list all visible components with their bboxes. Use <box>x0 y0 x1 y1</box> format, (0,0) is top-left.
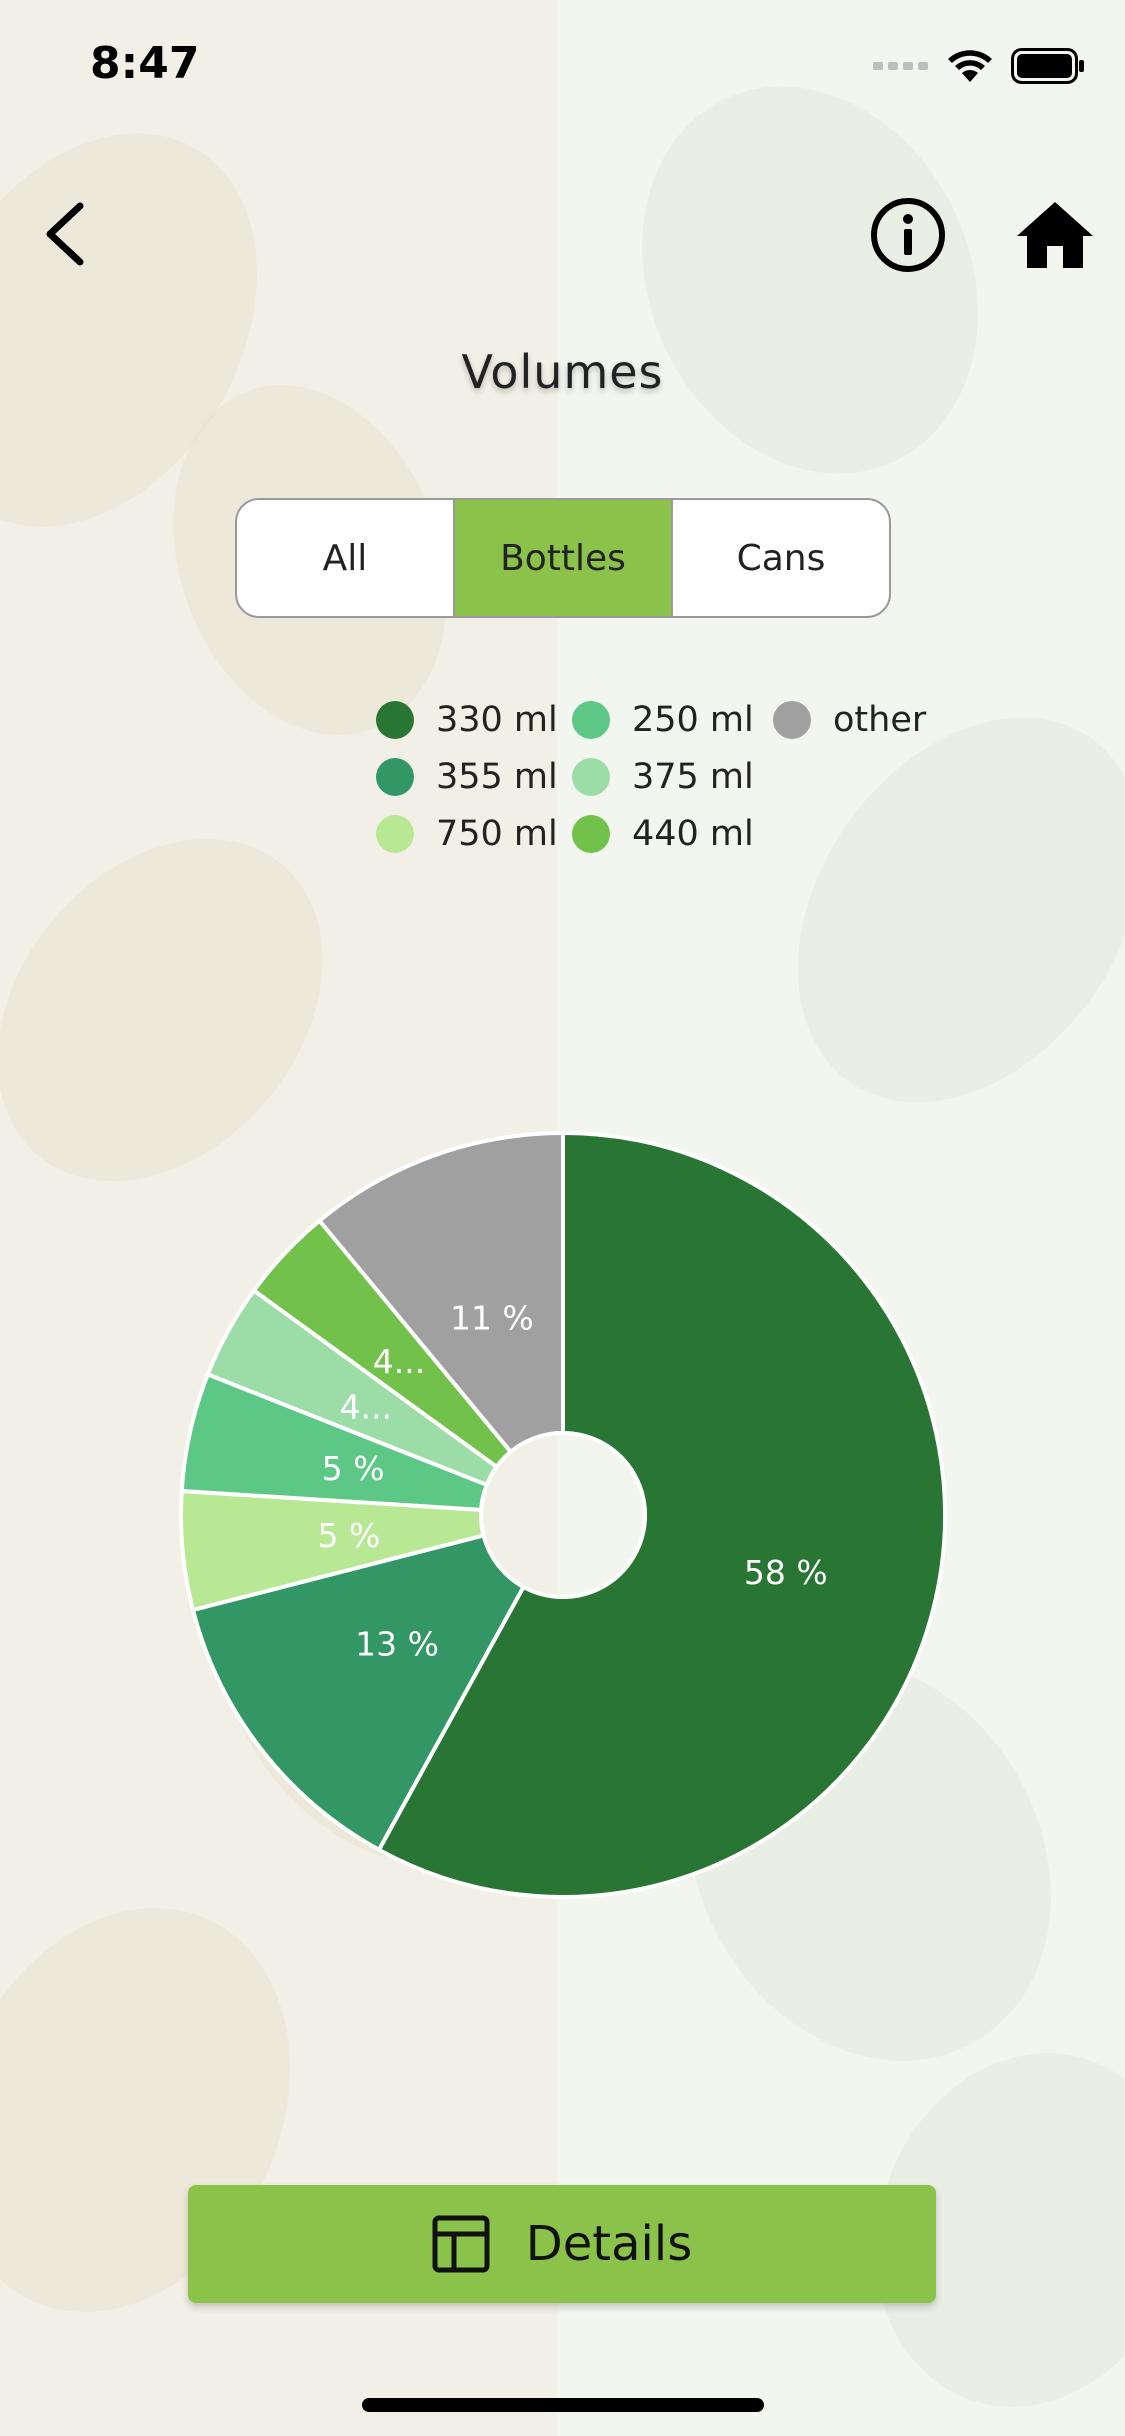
chevron-left-icon <box>46 202 84 266</box>
battery-icon <box>1011 48 1084 84</box>
details-button[interactable]: Details <box>188 2185 936 2303</box>
home-icon <box>1017 202 1093 268</box>
table-icon <box>432 2215 490 2273</box>
details-label: Details <box>525 2216 693 2272</box>
legend-label: other <box>833 700 927 740</box>
tab-bottles[interactable]: Bottles <box>455 500 673 616</box>
legend-dot <box>572 815 610 853</box>
pie-slice-label: 4... <box>340 1388 392 1427</box>
pie-slice-label: 5 % <box>318 1516 381 1555</box>
legend-item: 250 ml <box>572 700 754 740</box>
home-indicator <box>362 2398 764 2412</box>
status-bar: 8:47 <box>0 0 1125 130</box>
status-time: 8:47 <box>90 38 200 89</box>
info-circle-icon <box>871 198 945 272</box>
legend-label: 440 ml <box>632 814 754 854</box>
pie-slice-label: 4... <box>373 1342 425 1381</box>
pie-slice-label: 5 % <box>322 1449 385 1488</box>
info-button[interactable] <box>868 195 948 275</box>
pie-slice-label: 58 % <box>744 1553 828 1592</box>
legend-item: 330 ml <box>376 700 558 740</box>
wifi-icon <box>948 50 992 82</box>
pie-chart-svg: 58 % 13 % 5 % 5 % 4... 4... 11 % <box>179 1130 947 1899</box>
legend-label: 355 ml <box>436 757 558 797</box>
legend-item: other <box>773 700 926 740</box>
legend-dot <box>376 815 414 853</box>
legend-item: 375 ml <box>572 757 754 797</box>
legend-label: 330 ml <box>436 700 558 740</box>
tab-all[interactable]: All <box>237 500 455 616</box>
legend-dot <box>773 701 811 739</box>
legend-dot <box>376 758 414 796</box>
volumes-pie-chart: 58 % 13 % 5 % 5 % 4... 4... 11 % <box>0 1100 1125 1920</box>
donut-hole <box>479 1431 647 1599</box>
status-icons <box>873 48 1085 84</box>
legend-label: 250 ml <box>632 700 754 740</box>
legend-dot <box>572 758 610 796</box>
legend-item: 440 ml <box>572 814 754 854</box>
container-type-segmented-control: All Bottles Cans <box>235 498 891 618</box>
back-button[interactable] <box>38 198 98 268</box>
pie-slice-label: 13 % <box>355 1625 439 1664</box>
legend-item: 750 ml <box>376 814 558 854</box>
legend-label: 375 ml <box>632 757 754 797</box>
legend-dot <box>572 701 610 739</box>
legend-item: 355 ml <box>376 757 558 797</box>
tab-cans[interactable]: Cans <box>736 537 826 579</box>
page-title: Volumes <box>461 345 664 399</box>
home-button[interactable] <box>1015 198 1095 270</box>
pie-slice-label: 11 % <box>450 1298 534 1337</box>
legend-label: 750 ml <box>436 814 558 854</box>
legend-dot <box>376 701 414 739</box>
cellular-signal-icon <box>873 62 928 70</box>
